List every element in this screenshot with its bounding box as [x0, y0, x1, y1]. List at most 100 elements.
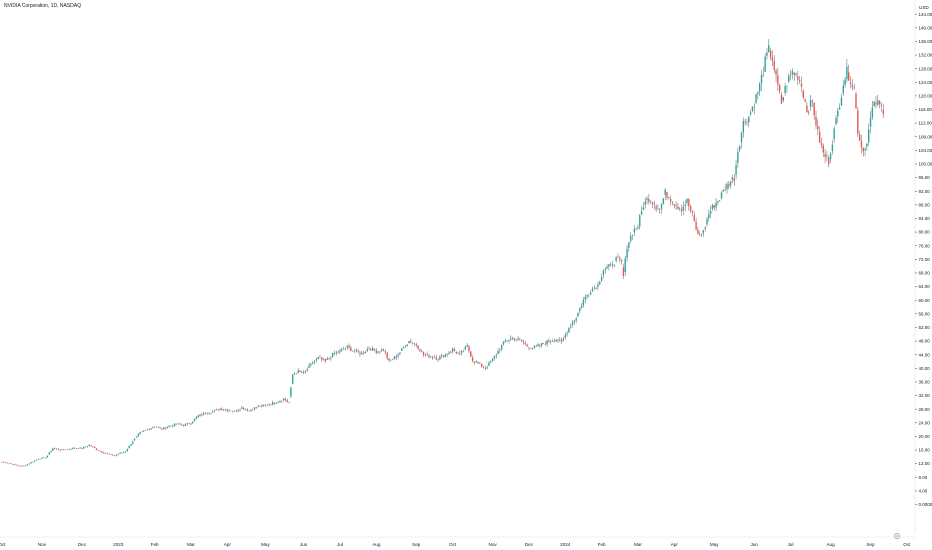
candle-up: [293, 373, 296, 375]
candle-down: [342, 349, 345, 350]
price-tick-label: 44.00: [919, 352, 931, 357]
candle-up: [706, 218, 708, 225]
gear-icon-center: [896, 535, 898, 537]
candle-up: [726, 183, 728, 190]
candle-down: [103, 452, 105, 454]
candle-down: [23, 465, 25, 467]
candle-down: [808, 112, 810, 113]
candle-down: [519, 338, 521, 340]
candle-down: [324, 359, 327, 362]
candle-up: [37, 459, 40, 460]
candle-up: [361, 352, 363, 354]
candle-up: [704, 227, 706, 229]
candle-up: [248, 410, 250, 412]
price-tick-label: 128.00: [919, 66, 932, 71]
candle-down: [181, 424, 183, 426]
price-tick-label: 68.00: [919, 271, 931, 276]
candle-down: [689, 206, 692, 211]
candle-down: [620, 260, 623, 262]
candle-down: [232, 411, 234, 412]
candle-up: [570, 326, 572, 328]
candle-down: [424, 354, 427, 356]
candle-up: [195, 417, 198, 419]
time-axis-label: May: [710, 542, 719, 547]
candle-up: [624, 258, 626, 272]
candle-up: [766, 52, 768, 56]
candle-down: [468, 346, 470, 352]
candle-up: [123, 452, 125, 453]
candle-down: [622, 267, 625, 276]
price-tick-label: 24.00: [919, 420, 931, 425]
candle-up: [633, 228, 636, 233]
candle-down: [81, 448, 83, 449]
candle-up: [346, 345, 348, 348]
candle-up: [579, 308, 581, 312]
candle-up: [562, 338, 565, 341]
candle-down: [777, 75, 779, 85]
candle-up: [406, 344, 408, 347]
candle-up: [228, 410, 230, 412]
time-axis-label: Dec: [525, 542, 534, 547]
candle-down: [217, 409, 219, 411]
candle-up: [588, 294, 590, 296]
candle-down: [350, 347, 352, 351]
candle-down: [459, 353, 461, 354]
candle-up: [451, 348, 454, 352]
candle-up: [193, 418, 196, 422]
candle-down: [848, 72, 850, 81]
candle-down: [242, 408, 245, 410]
candle-up: [341, 349, 343, 351]
time-axis-label: Feb: [151, 542, 159, 547]
candle-down: [284, 399, 287, 401]
candle-up: [668, 197, 670, 198]
candle-up: [740, 132, 743, 143]
candle-down: [724, 189, 726, 191]
candle-up: [152, 427, 154, 429]
candle-down: [677, 206, 679, 209]
candle-up: [599, 282, 601, 285]
candle-up: [606, 266, 608, 269]
candle-up: [762, 74, 765, 75]
candle-down: [806, 105, 808, 113]
candle-up: [488, 362, 490, 366]
candle-down: [651, 202, 654, 205]
candle-up: [640, 210, 643, 215]
candle-down: [666, 192, 668, 198]
candle-up: [121, 452, 123, 454]
candle-down: [539, 344, 541, 346]
chart-title: NVIDIA Corporation, 1D, NASDAQ: [4, 3, 81, 9]
candle-up: [500, 345, 503, 350]
candle-up: [430, 356, 432, 358]
candle-up: [571, 322, 574, 326]
candle-up: [649, 201, 652, 203]
candle-down: [357, 350, 359, 352]
candle-down: [395, 356, 397, 358]
time-axis-label: Nov: [38, 542, 47, 547]
candle-up: [608, 264, 610, 267]
candle-up: [404, 347, 407, 348]
candle-down: [560, 339, 563, 342]
candle-up: [590, 292, 592, 295]
gear-icon[interactable]: [894, 533, 900, 539]
candle-up: [126, 449, 129, 452]
candle-up: [130, 444, 132, 446]
price-tick-label: 80.00: [919, 230, 931, 235]
candle-down: [800, 83, 803, 87]
price-tick-label: 8.00: [919, 475, 928, 480]
candle-down: [522, 341, 525, 343]
candle-up: [795, 72, 797, 75]
candle-down: [813, 102, 815, 116]
candle-up: [255, 407, 258, 408]
candle-up: [835, 117, 837, 125]
candle-down: [442, 355, 445, 358]
candle-down: [77, 448, 80, 449]
candle-up: [132, 441, 134, 444]
candle-up: [758, 83, 761, 92]
price-tick-label: 136.00: [919, 39, 932, 44]
candle-up: [580, 305, 583, 308]
candle-down: [860, 140, 863, 148]
candle-up: [297, 370, 299, 373]
candle-up: [124, 451, 127, 453]
candle-up: [490, 361, 492, 363]
